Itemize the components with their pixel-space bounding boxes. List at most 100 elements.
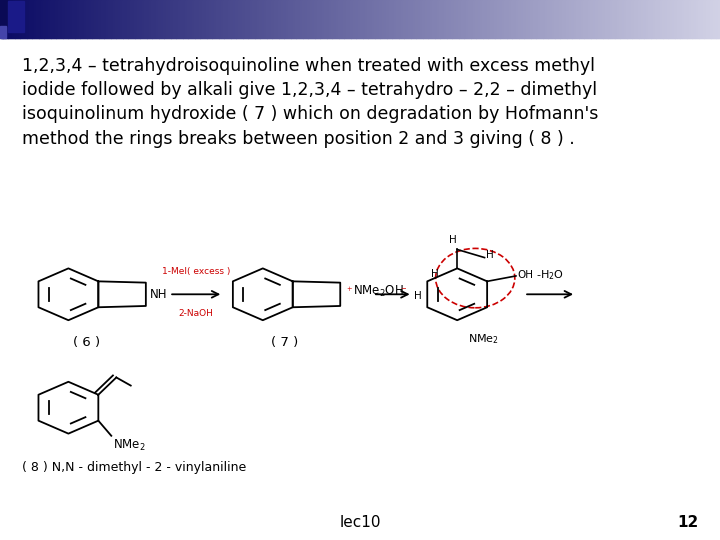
Bar [567,0,570,38]
Bar [166,0,169,38]
Bar [569,0,572,38]
Bar [221,0,225,38]
Bar [336,0,340,38]
Bar [562,0,565,38]
Bar [79,0,83,38]
Bar [557,0,561,38]
Bar [158,0,162,38]
Bar [266,0,270,38]
Bar [106,0,109,38]
Bar [135,0,138,38]
Text: ( 6 ): ( 6 ) [73,336,100,349]
Bar [343,0,347,38]
Bar [117,0,122,38]
Bar [346,0,349,38]
Bar [634,0,637,38]
Bar [252,0,256,38]
Bar [715,0,719,38]
Bar [317,0,320,38]
Bar [348,0,352,38]
Text: 2-NaOH: 2-NaOH [179,309,214,318]
Bar [14,0,18,38]
Bar [360,0,364,38]
Bar [283,0,287,38]
Bar [454,0,457,38]
Bar [290,0,294,38]
Bar [655,0,659,38]
Bar [144,0,148,38]
Bar [315,0,318,38]
Bar [701,0,705,38]
Bar [612,0,616,38]
Bar [542,0,546,38]
Bar [588,0,592,38]
Bar [576,0,580,38]
Bar [698,0,702,38]
Bar [617,0,621,38]
Bar [398,0,402,38]
Bar [531,0,534,38]
Bar [497,0,500,38]
Bar [41,0,45,38]
Bar [369,0,374,38]
Bar [456,0,460,38]
Bar [281,0,284,38]
Bar [67,0,71,38]
Bar [396,0,400,38]
Bar [113,0,117,38]
Bar [12,0,16,38]
Bar [29,0,32,38]
Bar [84,0,88,38]
Bar [194,0,198,38]
Bar [351,0,354,38]
Bar [233,0,237,38]
Bar [8,1,24,32]
Bar [653,0,657,38]
Bar [583,0,587,38]
Text: NH: NH [150,288,168,301]
Bar [672,0,676,38]
Bar [511,0,515,38]
Bar [139,0,143,38]
Bar [264,0,268,38]
Bar [5,0,9,38]
Bar [99,0,102,38]
Bar [168,0,172,38]
Bar [549,0,554,38]
Bar [228,0,232,38]
Bar [34,0,37,38]
Bar [43,0,47,38]
Bar [50,0,54,38]
Bar [639,0,642,38]
Text: 12: 12 [677,515,698,530]
Bar [355,0,359,38]
Bar [624,0,628,38]
Bar [621,0,626,38]
Bar [415,0,419,38]
Bar [279,0,282,38]
Bar [94,0,97,38]
Bar [86,0,90,38]
Bar [670,0,673,38]
Bar [495,0,498,38]
Bar [91,0,95,38]
Bar [24,0,28,38]
Bar [274,0,277,38]
Bar [261,0,266,38]
Bar [0,26,6,38]
Bar [211,0,215,38]
Bar [204,0,208,38]
Bar [418,0,421,38]
Bar [492,0,496,38]
Bar [533,0,536,38]
Bar [408,0,412,38]
Bar [146,0,150,38]
Bar [115,0,119,38]
Bar [600,0,604,38]
Bar [502,0,505,38]
Bar [45,0,50,38]
Bar [238,0,241,38]
Bar [103,0,107,38]
Bar [22,0,25,38]
Bar [518,0,522,38]
